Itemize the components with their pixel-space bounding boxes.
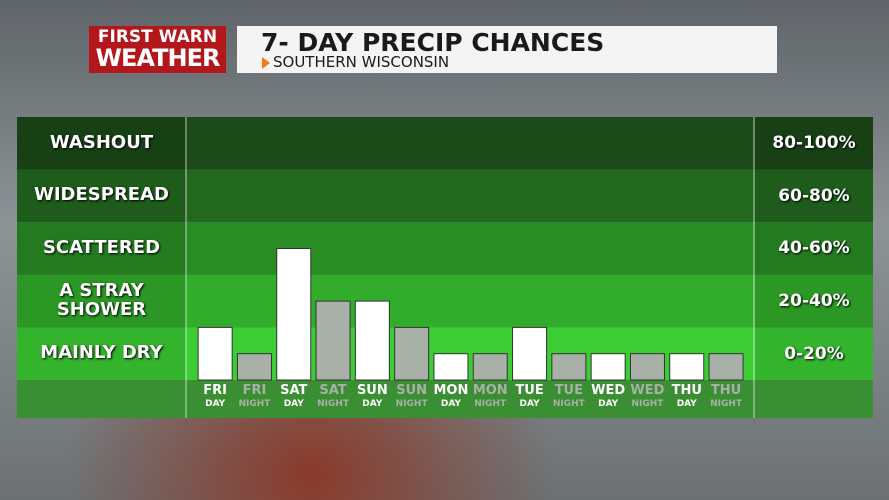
x-tick-day: MON <box>433 383 469 398</box>
bar <box>512 326 548 381</box>
logo-text: FIRST WARN <box>97 27 218 47</box>
x-tick-period: DAY <box>440 399 461 409</box>
x-tick-period: DAY <box>598 399 619 409</box>
bar <box>433 353 469 381</box>
divider <box>753 117 755 418</box>
bar <box>354 300 390 381</box>
band-shade <box>755 117 873 170</box>
chart-title: 7- DAY PRECIP CHANCES <box>261 28 605 57</box>
x-tick-label: FRI DAY <box>196 384 235 409</box>
band-label: MAINLY DRY <box>40 342 163 364</box>
x-tick-day: SAT <box>319 383 347 398</box>
x-tick-label: TUE NIGHT <box>549 384 588 409</box>
x-tick-period: NIGHT <box>238 399 271 409</box>
x-tick-label: SAT DAY <box>274 384 313 409</box>
x-tick-period: DAY <box>283 399 304 409</box>
x-tick-period: DAY <box>519 399 540 409</box>
bar <box>276 248 312 381</box>
band-shade <box>755 327 873 380</box>
bar <box>394 326 430 381</box>
bar <box>197 326 233 381</box>
x-tick-day: TUE <box>515 383 544 398</box>
x-tick-day: WED <box>591 383 626 398</box>
x-tick-period: DAY <box>676 399 697 409</box>
band <box>17 117 873 170</box>
x-tick-period: NIGHT <box>474 399 507 409</box>
bar <box>551 353 587 381</box>
x-tick-label: WED NIGHT <box>628 384 667 409</box>
x-tick-day: THU <box>710 383 742 398</box>
band-shade <box>755 169 873 223</box>
x-tick-period: NIGHT <box>317 399 350 409</box>
x-tick-label: FRI NIGHT <box>235 384 274 409</box>
bar <box>669 353 705 381</box>
band-shade <box>17 327 186 380</box>
range-label: 60-80% <box>778 185 850 206</box>
band-label: WASHOUT <box>49 131 154 153</box>
x-tick-label: TUE DAY <box>510 384 549 409</box>
x-tick-label: THU DAY <box>667 384 706 409</box>
bar <box>472 353 508 381</box>
band-label: SCATTERED <box>42 237 161 259</box>
bar <box>315 300 351 381</box>
x-tick-day: THU <box>671 383 702 398</box>
x-tick-label: MON DAY <box>431 384 470 409</box>
x-tick-label: SUN DAY <box>353 384 392 409</box>
band-label: A STRAY SHOWER <box>56 280 147 321</box>
band-shade <box>17 274 186 328</box>
logo-text: WEATHER <box>95 44 221 72</box>
bar <box>236 353 272 381</box>
range-label: 20-40% <box>778 291 850 312</box>
band-shade <box>755 222 873 275</box>
band <box>17 222 873 275</box>
x-tick-period: NIGHT <box>552 399 585 409</box>
x-tick-period: NIGHT <box>395 399 428 409</box>
title-box: 7- DAY PRECIP CHANCES SOUTHERN WISCONSIN <box>237 26 777 73</box>
x-tick-label: THU NIGHT <box>707 384 746 409</box>
x-tick-day: SAT <box>280 383 308 398</box>
divider <box>185 117 187 418</box>
bar <box>708 353 744 381</box>
category-row <box>17 380 873 418</box>
bar <box>629 353 665 381</box>
logo: FIRST WARN WEATHER <box>89 26 226 73</box>
subtitle-marker <box>262 57 270 69</box>
x-tick-day: SUN <box>356 383 388 398</box>
band-label: WIDESPREAD <box>34 184 169 206</box>
x-tick-label: SAT NIGHT <box>314 384 353 409</box>
band <box>17 274 873 328</box>
chart-subtitle: SOUTHERN WISCONSIN <box>273 53 450 71</box>
band-shade <box>17 117 186 170</box>
x-tick-period: DAY <box>362 399 383 409</box>
band-shade <box>17 169 186 223</box>
range-label: 80-100% <box>772 133 856 154</box>
x-tick-day: FRI <box>242 383 267 398</box>
x-tick-day: WED <box>630 383 665 398</box>
x-tick-label: MON NIGHT <box>471 384 510 409</box>
x-tick-day: FRI <box>203 383 227 398</box>
band-shade <box>17 222 186 275</box>
x-tick-day: MON <box>472 383 508 398</box>
x-tick-day: SUN <box>396 383 428 398</box>
range-label: 40-60% <box>778 238 850 259</box>
band-shade <box>755 274 873 328</box>
band <box>17 169 873 223</box>
x-tick-period: DAY <box>205 399 226 409</box>
bar <box>590 353 626 381</box>
x-tick-day: TUE <box>554 383 583 398</box>
range-label: 0-20% <box>784 343 844 364</box>
x-tick-period: NIGHT <box>710 399 743 409</box>
x-tick-period: NIGHT <box>631 399 664 409</box>
x-tick-label: SUN NIGHT <box>392 384 431 409</box>
x-tick-label: WED DAY <box>589 384 628 409</box>
